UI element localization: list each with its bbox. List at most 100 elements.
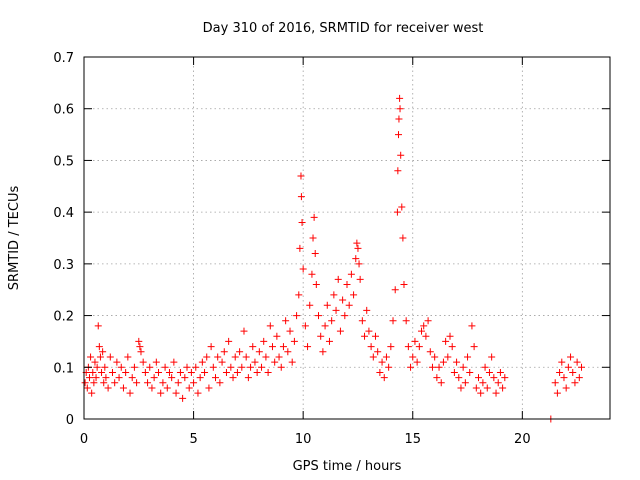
data-point <box>137 348 145 356</box>
data-point <box>393 208 401 216</box>
data-point <box>260 337 268 345</box>
data-point <box>89 368 97 376</box>
data-point <box>130 363 138 371</box>
data-point <box>106 353 114 361</box>
data-point <box>220 348 228 356</box>
data-point <box>330 291 338 299</box>
data-point <box>562 384 570 392</box>
data-point <box>253 368 261 376</box>
data-point <box>341 312 349 320</box>
data-point <box>466 368 474 376</box>
data-point <box>174 379 182 387</box>
ticks-layer: 0 0.1 0.2 0.3 0.4 0.5 0.6 0.7 0 5 10 15 20 <box>53 51 610 447</box>
data-point <box>94 322 102 330</box>
data-point <box>157 389 165 397</box>
data-point <box>374 348 382 356</box>
data-point <box>87 353 95 361</box>
data-point <box>194 389 202 397</box>
data-point <box>101 363 109 371</box>
y-tick-label: 0.5 <box>53 154 74 169</box>
data-point <box>255 348 263 356</box>
data-point <box>356 275 364 283</box>
data-point <box>251 358 259 366</box>
data-point <box>431 353 439 361</box>
data-point <box>268 343 276 351</box>
data-point <box>165 368 173 376</box>
data-point <box>399 234 407 242</box>
data-point <box>404 343 412 351</box>
y-tick-label: 0.7 <box>53 51 74 66</box>
x-tick-label: 5 <box>189 432 197 447</box>
data-point <box>472 384 480 392</box>
data-point <box>475 374 482 382</box>
data-point <box>190 379 198 387</box>
data-point <box>135 337 143 345</box>
data-point <box>442 337 450 345</box>
data-point <box>347 270 355 278</box>
y-tick-label: 0.4 <box>53 206 74 221</box>
data-point <box>85 374 93 382</box>
data-point <box>279 343 287 351</box>
data-point <box>553 389 561 397</box>
data-point <box>343 281 351 289</box>
data-point <box>575 374 583 382</box>
data-point <box>558 358 566 366</box>
data-point <box>93 363 101 371</box>
data-point <box>422 332 430 340</box>
data-point <box>397 151 405 159</box>
data-point <box>578 363 586 371</box>
x-axis-label: GPS time / hours <box>293 459 402 474</box>
data-point <box>122 368 130 376</box>
data-point <box>238 363 246 371</box>
data-point <box>380 374 388 382</box>
data-point <box>296 244 304 252</box>
data-point <box>227 363 235 371</box>
data-point <box>196 374 204 382</box>
data-point <box>133 379 141 387</box>
data-point <box>240 327 248 335</box>
data-point <box>411 337 419 345</box>
data-point <box>567 353 575 361</box>
data-point <box>317 332 325 340</box>
data-point <box>201 368 209 376</box>
data-point <box>312 281 320 289</box>
y-tick-label: 0.6 <box>53 103 74 118</box>
x-tick-label: 0 <box>80 432 88 447</box>
y-tick-label: 0.1 <box>53 361 74 376</box>
data-point <box>108 368 116 376</box>
data-point <box>455 374 463 382</box>
data-point <box>100 379 108 387</box>
data-point <box>481 363 489 371</box>
data-point <box>551 379 559 387</box>
data-point <box>192 363 200 371</box>
data-point <box>483 384 491 392</box>
data-point <box>365 327 373 335</box>
data-point <box>306 301 314 309</box>
data-point <box>155 368 163 376</box>
data-point <box>488 353 496 361</box>
data-point <box>146 363 154 371</box>
data-point <box>367 343 375 351</box>
data-point <box>311 250 319 258</box>
data-point <box>288 358 296 366</box>
data-point <box>81 379 89 387</box>
data-point <box>420 322 428 330</box>
data-point <box>424 317 432 325</box>
data-point <box>334 275 342 283</box>
data-point <box>433 374 441 382</box>
data-point <box>225 337 233 345</box>
data-point <box>494 379 502 387</box>
data-point <box>126 389 134 397</box>
x-tick-label: 20 <box>514 432 531 447</box>
data-point <box>141 368 149 376</box>
data-point <box>402 317 410 325</box>
data-point <box>321 322 329 330</box>
data-point <box>352 255 360 263</box>
data-point <box>479 379 487 387</box>
data-point <box>99 348 107 356</box>
data-point <box>209 363 217 371</box>
data-point <box>464 353 472 361</box>
data-point <box>309 234 317 242</box>
